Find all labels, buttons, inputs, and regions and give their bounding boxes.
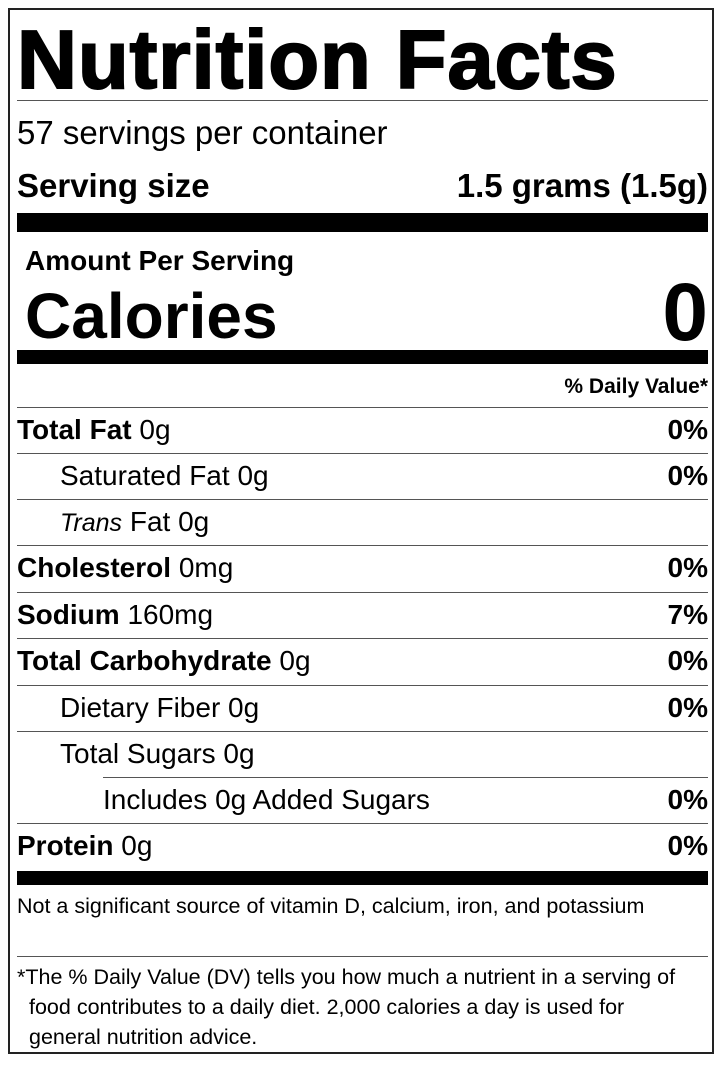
nutrient-row: Dietary Fiber 0g 0% bbox=[17, 686, 708, 730]
divider bbox=[17, 823, 708, 824]
serving-size-value: 1.5 grams (1.5g) bbox=[456, 167, 708, 204]
nutrient-daily-value: 7% bbox=[667, 599, 708, 630]
nutrient-label: Total Sugars 0g bbox=[60, 732, 255, 776]
nutrient-row: Trans Fat 0g bbox=[17, 500, 708, 544]
nutrient-amount: 160mg bbox=[127, 599, 214, 630]
nutrient-row: Total Carbohydrate 0g 0% bbox=[17, 639, 708, 683]
nutrient-label: Total Fat 0g bbox=[17, 408, 171, 452]
nutrient-name: Saturated Fat bbox=[60, 460, 230, 491]
nutrient-amount: 0mg bbox=[178, 552, 234, 583]
divider bbox=[103, 777, 708, 778]
divider bbox=[17, 638, 708, 639]
nutrient-label: Dietary Fiber 0g bbox=[60, 686, 259, 730]
nutrient-name: Sodium bbox=[17, 599, 120, 630]
not-significant-note: Not a significant source of vitamin D, c… bbox=[17, 894, 645, 918]
nutrient-row: Protein 0g 0% bbox=[17, 824, 708, 868]
calories-label: Calories bbox=[25, 280, 278, 352]
nutrient-label: Total Carbohydrate 0g bbox=[17, 639, 311, 683]
nutrient-label: Protein 0g bbox=[17, 824, 152, 868]
nutrient-daily-value: 0% bbox=[667, 414, 708, 445]
nutrient-amount: 0g bbox=[237, 460, 269, 491]
nutrient-name: Fat bbox=[129, 506, 171, 537]
nutrient-row: Saturated Fat 0g 0% bbox=[17, 454, 708, 498]
nutrient-row: Total Sugars 0g bbox=[17, 732, 708, 776]
nutrient-row: Cholesterol 0mg 0% bbox=[17, 546, 708, 590]
nutrient-label: Sodium 160mg bbox=[17, 593, 213, 637]
label-title: Nutrition Facts bbox=[16, 13, 618, 107]
nutrient-daily-value: 0% bbox=[667, 692, 708, 723]
divider bbox=[17, 499, 708, 500]
thick-divider bbox=[17, 871, 708, 885]
thick-divider bbox=[17, 213, 708, 232]
nutrient-label: Includes 0g Added Sugars bbox=[103, 778, 430, 822]
divider bbox=[17, 956, 708, 957]
daily-value-header: % Daily Value* bbox=[564, 375, 708, 398]
nutrient-label: Cholesterol 0mg bbox=[17, 546, 233, 590]
nutrient-amount: 0g bbox=[279, 645, 311, 676]
nutrient-name: Protein bbox=[17, 830, 114, 861]
amount-per-serving: Amount Per Serving bbox=[25, 245, 295, 276]
nutrient-amount: 0g bbox=[223, 738, 255, 769]
servings-per-container: 57 servings per container bbox=[17, 114, 388, 151]
nutrient-name: Total Sugars bbox=[60, 738, 216, 769]
nutrient-amount: 0g bbox=[178, 506, 210, 537]
nutrient-name: Total Fat bbox=[17, 414, 132, 445]
nutrient-daily-value: 0% bbox=[667, 645, 708, 676]
nutrient-amount: 0g bbox=[228, 692, 260, 723]
nutrient-row: Sodium 160mg 7% bbox=[17, 593, 708, 637]
nutrient-name: Total Carbohydrate bbox=[17, 645, 272, 676]
nutrient-amount: 0g bbox=[121, 830, 153, 861]
divider bbox=[17, 100, 708, 101]
daily-value-footnote: *The % Daily Value (DV) tells you how mu… bbox=[17, 965, 676, 1049]
divider bbox=[17, 592, 708, 593]
thick-divider bbox=[17, 350, 708, 364]
nutrient-amount: 0g bbox=[139, 414, 171, 445]
nutrition-label-frame bbox=[8, 8, 714, 1054]
nutrient-name-italic: Trans bbox=[60, 509, 123, 537]
serving-size-label: Serving size bbox=[17, 167, 210, 204]
nutrient-daily-value: 0% bbox=[667, 460, 708, 491]
divider bbox=[17, 407, 708, 408]
nutrient-name: Dietary Fiber bbox=[60, 692, 221, 723]
nutrient-daily-value: 0% bbox=[667, 830, 708, 861]
calories-value: 0 bbox=[662, 267, 708, 358]
nutrient-row: Total Fat 0g 0% bbox=[17, 408, 708, 452]
nutrient-row: Includes 0g Added Sugars 0% bbox=[17, 778, 708, 822]
nutrient-label: Trans Fat 0g bbox=[60, 500, 209, 545]
divider bbox=[17, 731, 708, 732]
divider bbox=[17, 453, 708, 454]
nutrient-daily-value: 0% bbox=[667, 552, 708, 583]
nutrient-label: Saturated Fat 0g bbox=[60, 454, 269, 498]
nutrient-name: Cholesterol bbox=[17, 552, 172, 583]
nutrient-daily-value: 0% bbox=[667, 784, 708, 815]
divider bbox=[17, 545, 708, 546]
divider bbox=[17, 685, 708, 686]
nutrient-name: Includes 0g Added Sugars bbox=[103, 784, 430, 815]
